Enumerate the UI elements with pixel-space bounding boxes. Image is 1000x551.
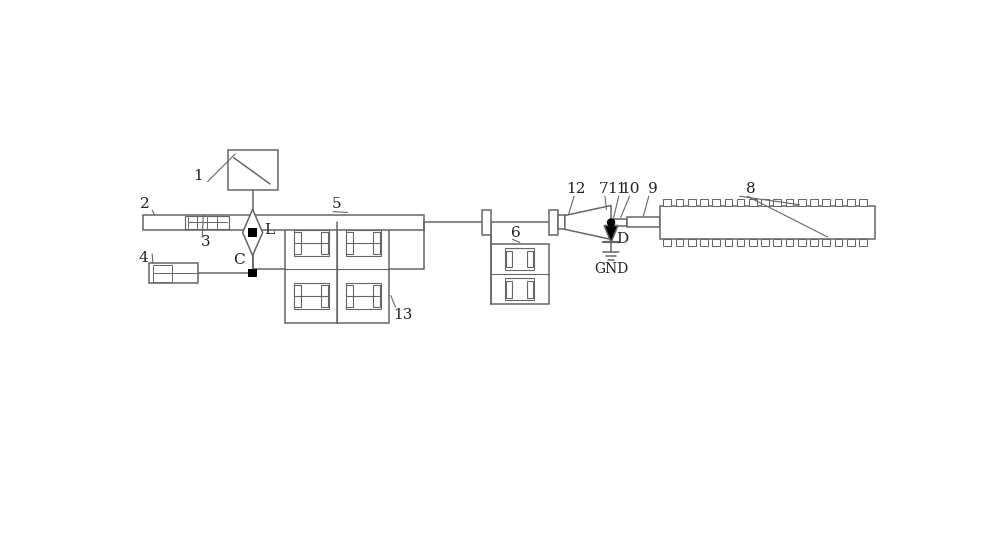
Bar [737, 199, 744, 206]
Bar [527, 251, 533, 267]
Text: 3: 3 [201, 235, 211, 250]
Bar [321, 232, 328, 253]
Bar [285, 217, 389, 322]
Bar [294, 283, 329, 309]
Bar [153, 265, 172, 282]
Text: 11: 11 [607, 181, 626, 196]
Bar [676, 239, 683, 246]
Bar [700, 199, 708, 206]
Bar [185, 216, 229, 229]
Bar [663, 199, 671, 206]
Text: D: D [616, 231, 628, 246]
Bar [663, 239, 671, 246]
Text: 13: 13 [393, 308, 413, 322]
Bar [373, 232, 380, 253]
Bar [773, 239, 781, 246]
Bar [700, 239, 708, 246]
Text: 12: 12 [566, 181, 585, 196]
Text: 5: 5 [332, 197, 342, 211]
Bar [149, 263, 198, 283]
Bar [294, 230, 329, 256]
Bar [847, 239, 855, 246]
Bar [549, 210, 558, 235]
Bar [835, 199, 842, 206]
Bar [346, 283, 381, 309]
Bar [810, 239, 818, 246]
Bar [822, 239, 830, 246]
Bar [294, 285, 301, 307]
Bar [786, 239, 793, 246]
Bar [346, 285, 353, 307]
Bar [505, 278, 534, 300]
Bar [676, 199, 683, 206]
Bar [321, 285, 328, 307]
Bar [248, 228, 257, 237]
Bar [527, 280, 533, 298]
Bar [712, 199, 720, 206]
Bar [482, 210, 491, 235]
Bar [627, 218, 660, 228]
Bar [725, 199, 732, 206]
Bar [558, 215, 565, 229]
Text: 4: 4 [138, 251, 148, 265]
Bar [749, 199, 757, 206]
Bar [491, 244, 549, 304]
Text: 8: 8 [746, 181, 756, 196]
Bar [143, 215, 424, 230]
Polygon shape [243, 209, 263, 256]
Bar [660, 206, 875, 239]
Bar [506, 280, 512, 298]
Bar [810, 199, 818, 206]
Bar [688, 199, 696, 206]
Bar [505, 248, 534, 270]
Bar [228, 150, 278, 190]
Bar [725, 239, 732, 246]
Polygon shape [604, 225, 618, 242]
Bar [346, 232, 353, 253]
Bar [835, 239, 842, 246]
Bar [688, 239, 696, 246]
Text: GND: GND [594, 262, 628, 276]
Bar [614, 219, 627, 226]
Bar [761, 199, 769, 206]
Text: C: C [233, 253, 245, 267]
Bar [506, 251, 512, 267]
Text: 6: 6 [511, 226, 521, 240]
Text: 9: 9 [648, 181, 658, 196]
Circle shape [608, 219, 615, 226]
Text: 2: 2 [140, 197, 149, 211]
Text: 10: 10 [620, 181, 639, 196]
Bar [798, 199, 806, 206]
Text: 1: 1 [193, 169, 203, 183]
Bar [346, 230, 381, 256]
Bar [749, 239, 757, 246]
Bar [859, 199, 867, 206]
Bar [847, 199, 855, 206]
Text: 7: 7 [599, 181, 608, 196]
Bar [712, 239, 720, 246]
Bar [737, 239, 744, 246]
Text: L: L [265, 223, 275, 237]
Bar [773, 199, 781, 206]
Polygon shape [565, 206, 611, 239]
Bar [294, 232, 301, 253]
Bar [786, 199, 793, 206]
Bar [761, 239, 769, 246]
Bar [859, 239, 867, 246]
Bar [798, 239, 806, 246]
Bar [822, 199, 830, 206]
Bar [373, 285, 380, 307]
Bar [248, 269, 257, 278]
